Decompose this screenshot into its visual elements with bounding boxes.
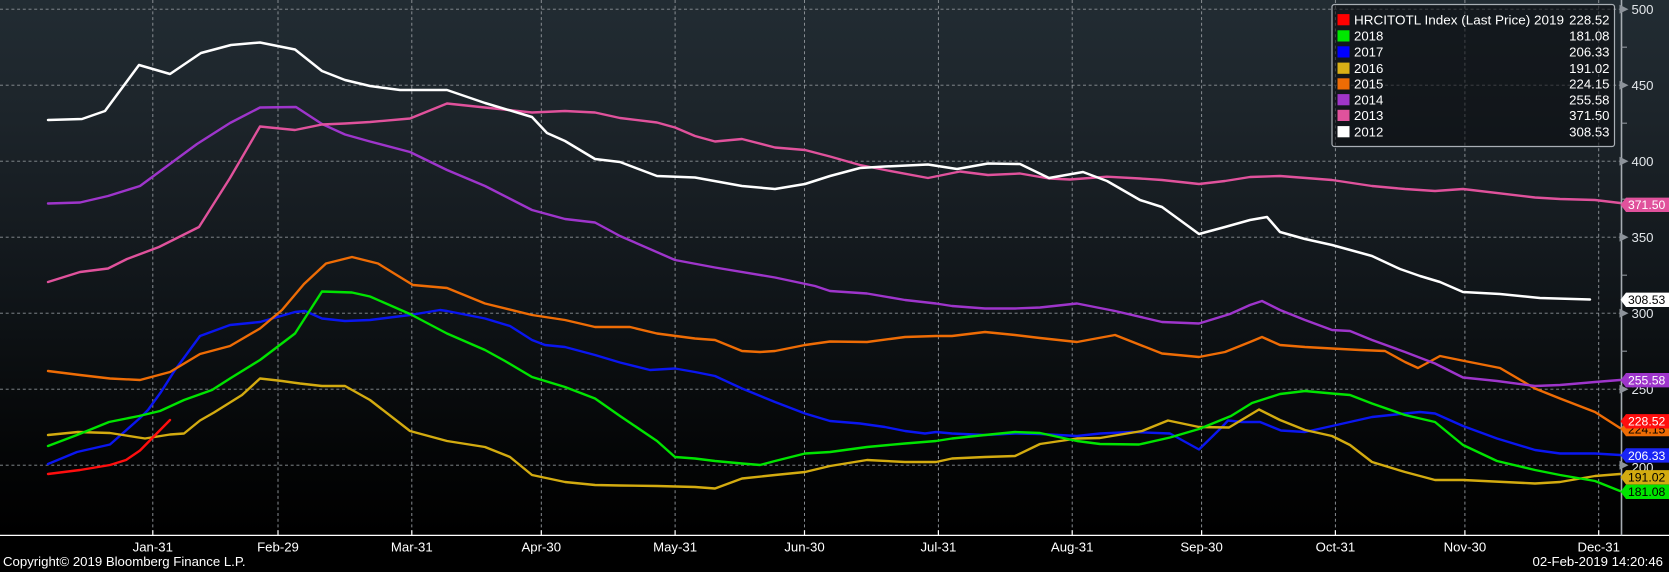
svg-text:350: 350: [1632, 230, 1654, 245]
svg-text:Nov-30: Nov-30: [1444, 540, 1487, 555]
svg-text:371.50: 371.50: [1569, 108, 1609, 123]
svg-text:255.58: 255.58: [1569, 92, 1609, 107]
svg-text:181.08: 181.08: [1628, 485, 1665, 499]
svg-text:02-Feb-2019 14:20:46: 02-Feb-2019 14:20:46: [1532, 554, 1663, 569]
svg-text:228.52: 228.52: [1569, 12, 1609, 27]
svg-text:HRCITOTL Index (Last Price) 20: HRCITOTL Index (Last Price) 2019: [1354, 12, 1564, 27]
svg-text:500: 500: [1632, 2, 1654, 17]
svg-text:Mar-31: Mar-31: [391, 540, 433, 555]
svg-text:206.33: 206.33: [1628, 449, 1665, 463]
svg-text:Jan-31: Jan-31: [133, 540, 173, 555]
svg-text:Jun-30: Jun-30: [784, 540, 824, 555]
svg-text:2013: 2013: [1354, 108, 1383, 123]
svg-text:206.33: 206.33: [1569, 45, 1609, 60]
svg-text:308.53: 308.53: [1628, 293, 1665, 307]
svg-text:400: 400: [1632, 154, 1654, 169]
svg-text:308.53: 308.53: [1569, 124, 1609, 139]
svg-text:181.08: 181.08: [1569, 29, 1609, 44]
svg-text:300: 300: [1632, 306, 1654, 321]
svg-text:2012: 2012: [1354, 124, 1383, 139]
svg-text:Jul-31: Jul-31: [920, 540, 956, 555]
svg-text:255.58: 255.58: [1628, 374, 1665, 388]
svg-text:371.50: 371.50: [1628, 198, 1665, 212]
svg-text:Apr-30: Apr-30: [522, 540, 562, 555]
svg-text:Aug-31: Aug-31: [1051, 540, 1094, 555]
svg-text:228.52: 228.52: [1628, 415, 1665, 429]
svg-text:Feb-29: Feb-29: [257, 540, 299, 555]
svg-text:2016: 2016: [1354, 61, 1383, 76]
svg-text:Oct-31: Oct-31: [1316, 540, 1356, 555]
svg-text:191.02: 191.02: [1569, 61, 1609, 76]
svg-text:Dec-31: Dec-31: [1577, 540, 1620, 555]
svg-text:2014: 2014: [1354, 92, 1383, 107]
svg-text:May-31: May-31: [653, 540, 697, 555]
svg-text:191.02: 191.02: [1628, 471, 1665, 485]
svg-text:224.15: 224.15: [1569, 77, 1609, 92]
svg-text:Copyright© 2019 Bloomberg Fina: Copyright© 2019 Bloomberg Finance L.P.: [3, 554, 246, 569]
svg-text:450: 450: [1632, 78, 1654, 93]
svg-text:Sep-30: Sep-30: [1180, 540, 1223, 555]
svg-text:2017: 2017: [1354, 45, 1383, 60]
svg-text:2015: 2015: [1354, 77, 1383, 92]
svg-text:2018: 2018: [1354, 29, 1383, 44]
